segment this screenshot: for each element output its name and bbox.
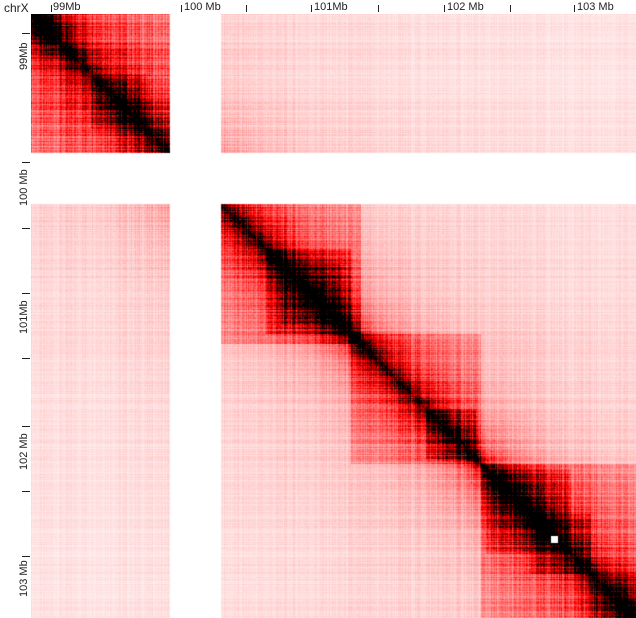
x-label-103mb: 103 Mb (577, 1, 614, 13)
x-label-101mb: 101Mb (314, 1, 348, 13)
x-label-100mb: 100 Mb (184, 1, 221, 13)
x-label-102mb: 102 Mb (447, 1, 484, 13)
contact-heatmap[interactable] (31, 14, 636, 618)
x-label-99mb: 99Mb (53, 1, 81, 13)
chromosome-label: chrX (4, 1, 29, 15)
